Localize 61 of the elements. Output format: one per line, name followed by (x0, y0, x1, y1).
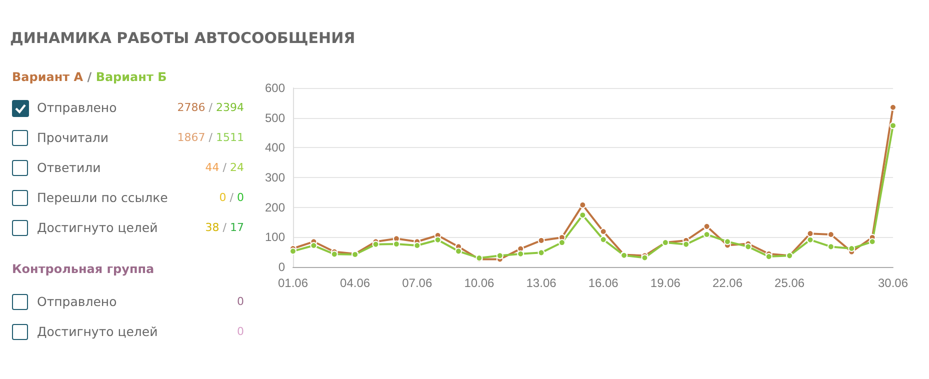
point (744, 243, 752, 250)
text: Вариант Б (96, 70, 167, 84)
point (290, 248, 296, 255)
text: Перешли по ссылке (37, 190, 168, 205)
point (806, 230, 814, 238)
point (496, 252, 504, 260)
point (703, 222, 710, 230)
chart-title: ДИНАМИКА РАБОТЫ АВТОСООБЩЕНИЯ (10, 29, 356, 47)
text: 0 (237, 325, 244, 338)
text: / (86, 70, 93, 84)
point (890, 104, 896, 111)
x-tick-label: 13.06 (526, 276, 557, 290)
y-tick-label: 300 (264, 170, 286, 184)
point (765, 253, 772, 260)
text: 44 / 24 (205, 161, 244, 174)
point (868, 238, 876, 246)
x-tick-label: 25.06 (774, 276, 805, 290)
point (890, 122, 896, 130)
x-tick-label: 07.06 (402, 276, 432, 290)
text: 38 / 17 (205, 221, 244, 234)
text: 2786 / 2394 (177, 101, 244, 114)
point (330, 250, 338, 258)
x-tick-label: 04.06 (340, 276, 370, 290)
point (538, 249, 545, 256)
point (455, 248, 462, 255)
x-tick-label: 30.06 (878, 276, 908, 290)
text: Прочитали (37, 130, 109, 145)
text: Отправлено (37, 294, 117, 309)
y-tick-label: 400 (264, 140, 286, 155)
point (848, 245, 856, 252)
x-tick-label: 22.06 (712, 276, 743, 290)
point (682, 240, 690, 248)
y-tick-label: 600 (264, 81, 286, 95)
x-tick-label: 16.06 (588, 276, 619, 290)
point (538, 236, 545, 244)
point (579, 201, 586, 208)
y-tick-label: 500 (264, 110, 286, 125)
text: Отправлено (37, 100, 117, 115)
text: Вариант А (12, 70, 84, 84)
text: Ответили (37, 160, 101, 175)
point (579, 212, 586, 219)
x-tick-label: 01.06 (278, 276, 308, 290)
text: 1867 / 1511 (177, 131, 244, 144)
text: 0 (237, 295, 244, 308)
text: Достигнуто целей (37, 220, 158, 235)
text: Контрольная группа (12, 262, 156, 278)
point (827, 243, 834, 250)
point (806, 236, 814, 244)
point (434, 236, 442, 244)
y-tick-label: 100 (264, 230, 286, 244)
point (600, 236, 607, 244)
text: 0 / 0 (219, 191, 244, 204)
point (724, 238, 731, 246)
text: Достигнуто целей (37, 324, 158, 339)
y-tick-label: 200 (264, 200, 286, 214)
point (372, 240, 380, 248)
y-tick-label: 0 (278, 260, 286, 274)
x-tick-label: 10.06 (464, 276, 495, 290)
x-tick-label: 19.06 (650, 276, 681, 290)
point (517, 250, 524, 258)
point (600, 228, 607, 235)
